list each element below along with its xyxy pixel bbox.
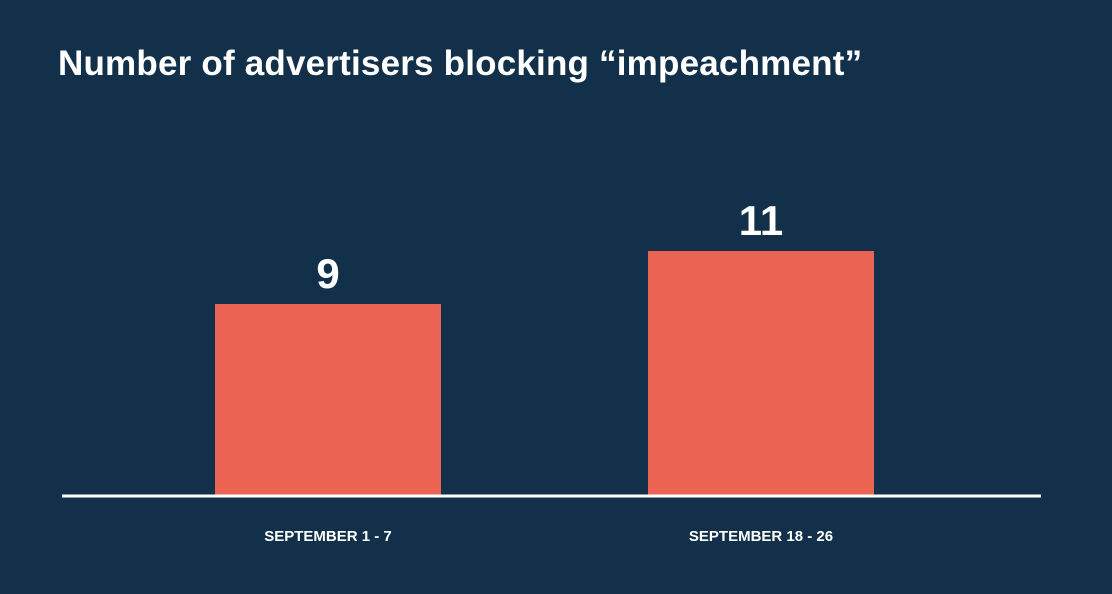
category-label: SEPTEMBER 18 - 26 xyxy=(689,528,833,545)
bar xyxy=(648,251,874,495)
data-label: 9 xyxy=(316,250,339,297)
bar xyxy=(215,304,441,495)
category-label: SEPTEMBER 1 - 7 xyxy=(264,528,392,545)
chart-title: Number of advertisers blocking “impeachm… xyxy=(58,44,863,83)
data-label: 11 xyxy=(739,197,783,244)
